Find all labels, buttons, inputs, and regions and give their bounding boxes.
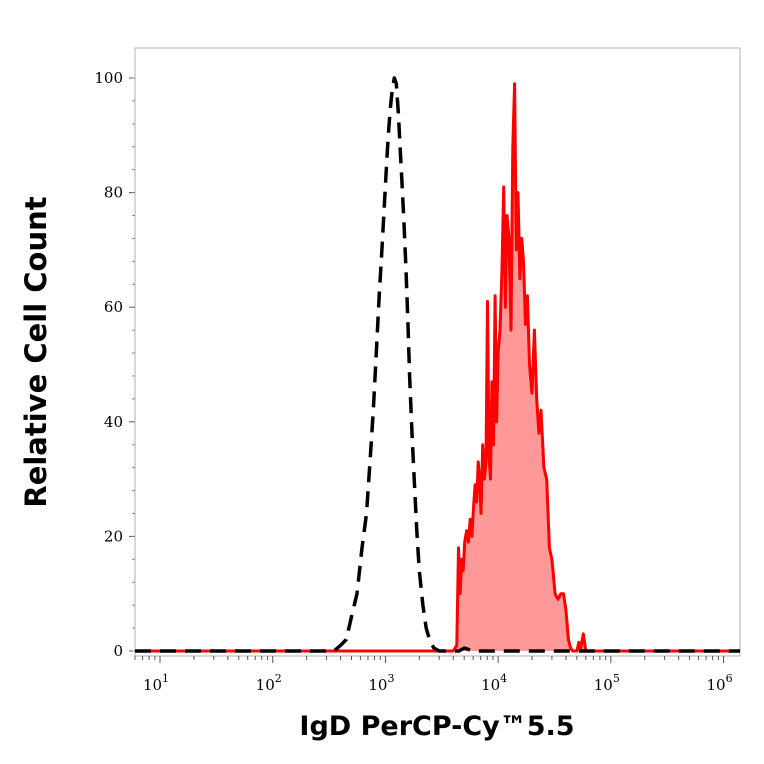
x-tick-exponent: 3 bbox=[387, 672, 394, 685]
x-tick-base: 10 bbox=[143, 676, 162, 694]
x-tick-label: 103 bbox=[368, 672, 394, 694]
series-line-dashed bbox=[135, 76, 740, 653]
x-tick-label: 102 bbox=[256, 672, 282, 694]
x-tick-labels: 101 102 103 104 105 106 bbox=[143, 672, 733, 694]
x-axis-title: IgD PerCP-Cy™5.5 bbox=[299, 711, 574, 742]
y-tick-label: 80 bbox=[104, 184, 123, 202]
x-tick-base: 10 bbox=[256, 676, 275, 694]
y-tick-label: 40 bbox=[104, 413, 123, 431]
x-tick-base: 10 bbox=[706, 676, 725, 694]
x-tick-exponent: 2 bbox=[275, 672, 282, 685]
y-tick-label: 20 bbox=[104, 527, 123, 545]
x-tick-label: 104 bbox=[481, 672, 507, 694]
y-tick-label: 100 bbox=[94, 69, 123, 87]
x-tick-exponent: 5 bbox=[613, 672, 620, 685]
x-tick-label: 105 bbox=[594, 672, 620, 694]
y-axis-title: Relative Cell Count bbox=[19, 196, 53, 507]
x-tick-exponent: 4 bbox=[500, 672, 507, 685]
x-tick-base: 10 bbox=[368, 676, 387, 694]
x-tick-label: 101 bbox=[143, 672, 169, 694]
x-tick-label: 106 bbox=[706, 672, 732, 694]
x-tick-base: 10 bbox=[481, 676, 500, 694]
plot-frame bbox=[134, 47, 741, 657]
y-tick-label: 0 bbox=[113, 642, 123, 660]
series-layer bbox=[135, 76, 740, 653]
series-line-solid bbox=[135, 82, 740, 653]
x-tick-base: 10 bbox=[594, 676, 613, 694]
x-tick-exponent: 6 bbox=[726, 672, 733, 685]
y-tick-labels: 0 20 40 60 80 100 bbox=[94, 69, 123, 660]
axis-ticks bbox=[129, 77, 725, 663]
y-tick-label: 60 bbox=[104, 298, 123, 316]
x-tick-exponent: 1 bbox=[162, 672, 169, 685]
